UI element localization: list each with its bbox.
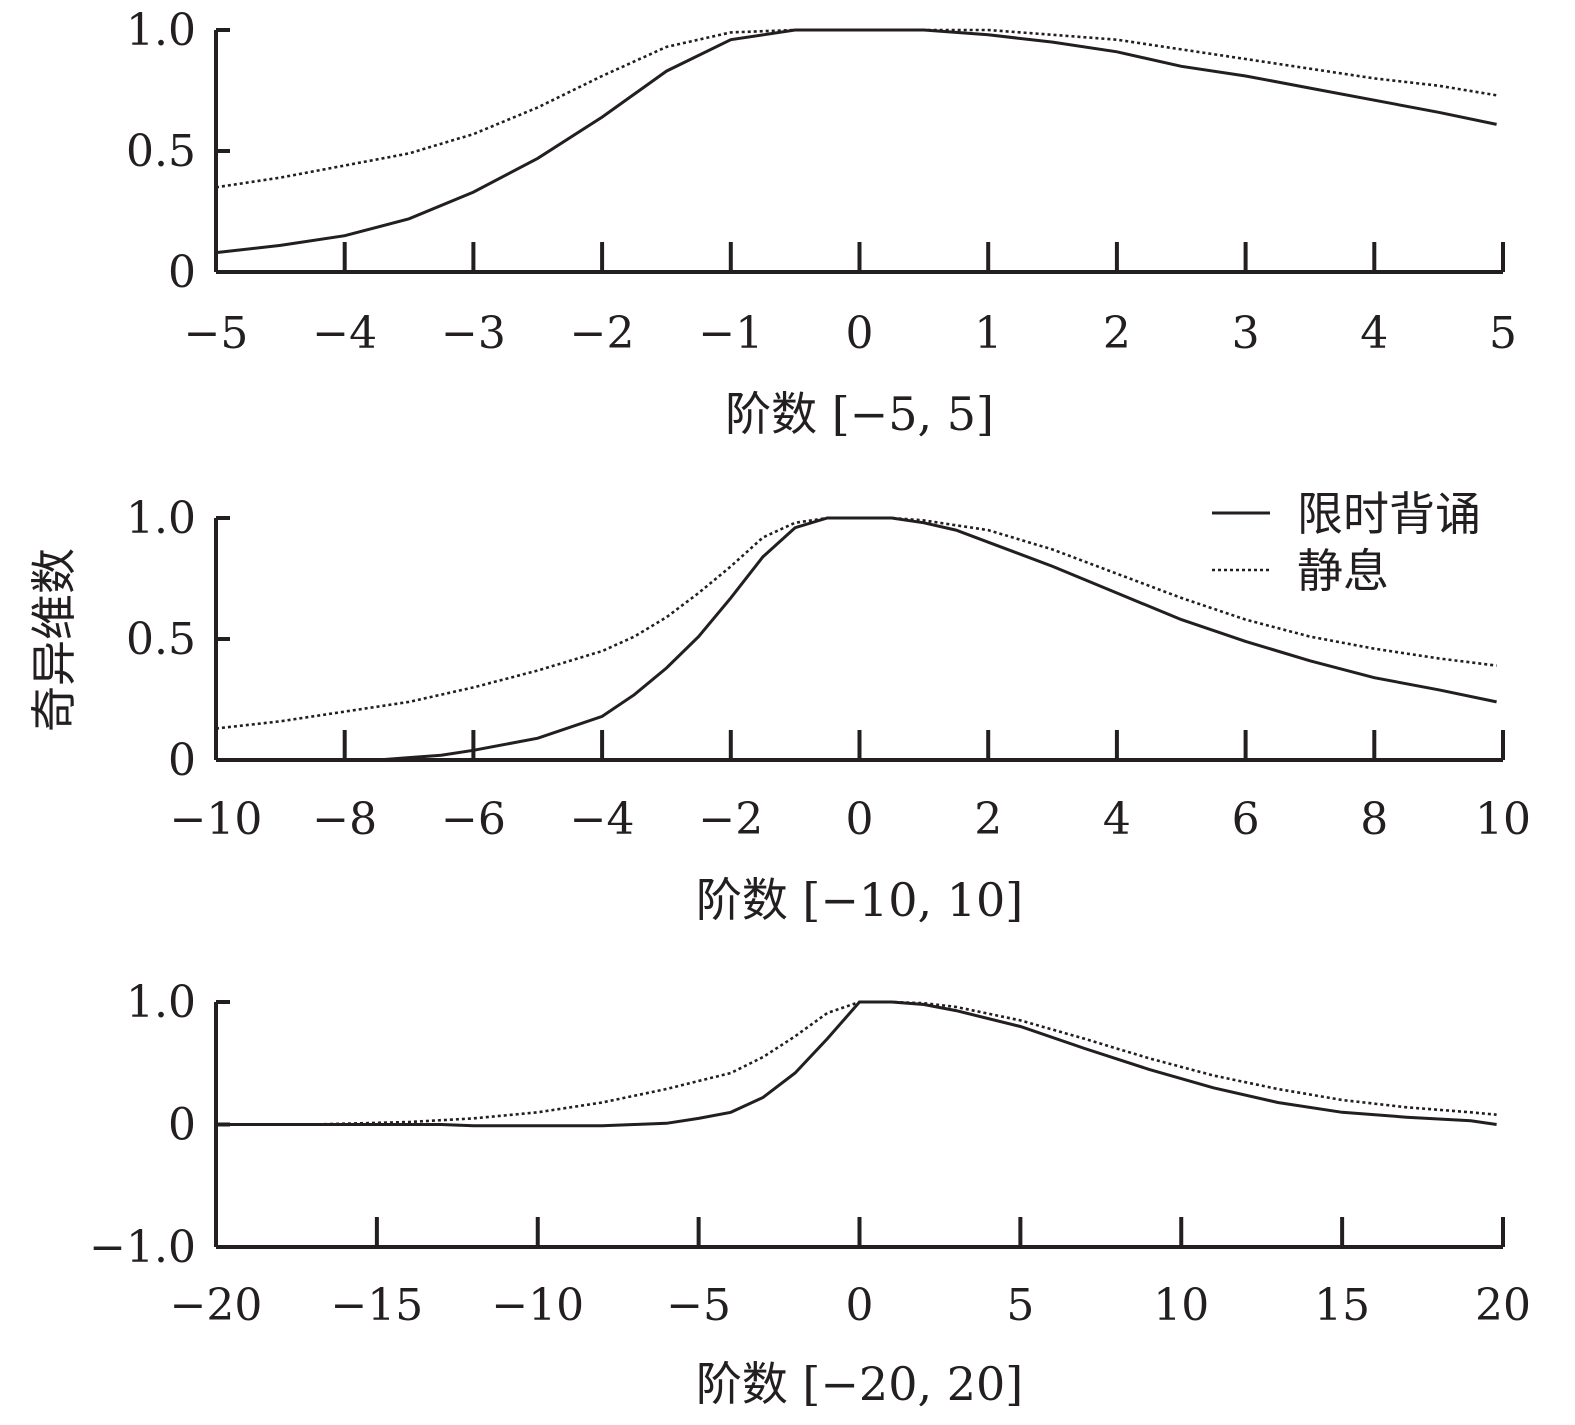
y-tick-label: −1.0 (89, 1222, 196, 1273)
x-tick-label: 4 (1360, 308, 1388, 359)
x-tick-label: 15 (1314, 1280, 1370, 1331)
series-line-timed-recitation (216, 1000, 1497, 1128)
y-tick-label: 0.5 (126, 614, 196, 665)
x-tick-label: −2 (698, 794, 763, 845)
legend-label-0: 限时背诵 (1297, 487, 1481, 541)
x-tick-label: 1 (974, 308, 1002, 359)
x-axis-title: 阶数 [−10, 10] (696, 873, 1023, 927)
x-tick-label: −6 (441, 794, 506, 845)
x-tick-label: −10 (170, 794, 263, 845)
y-tick-label: 1.0 (126, 493, 196, 544)
series-line-timed-recitation (215, 28, 1497, 255)
y-tick-label: 0 (168, 247, 196, 298)
x-tick-label: −4 (312, 308, 377, 359)
series-line-resting (215, 28, 1497, 189)
chart-panel-1: 0 0.5 1.0 −5 −4 −3 −2 −1 0 1 2 3 4 5 阶数 [−5, 5] (126, 5, 1517, 441)
y-tick-label: 1.0 (126, 977, 196, 1028)
x-tick-label: 4 (1103, 794, 1131, 845)
x-tick-label: −4 (570, 794, 635, 845)
legend: 限时背诵 静息 (1212, 487, 1481, 598)
series-line-resting (215, 516, 1497, 730)
series-line-timed-recitation (216, 516, 1497, 762)
chart-panel-2: 0 0.5 1.0 −10 −8 −6 −4 −2 0 2 4 6 8 10 阶数 [−10, 10] (126, 493, 1531, 927)
y-axis-title: 奇异维数 (27, 548, 81, 732)
y-tick-label: 0 (168, 735, 196, 786)
x-tick-label: 5 (1489, 308, 1517, 359)
x-tick-label: −15 (330, 1280, 423, 1331)
x-tick-label: 2 (974, 794, 1002, 845)
x-tick-label: 20 (1475, 1280, 1531, 1331)
x-tick-label: −1 (698, 308, 763, 359)
x-tick-label: 5 (1006, 1280, 1034, 1331)
x-tick-label: −20 (170, 1280, 263, 1331)
x-tick-label: −5 (666, 1280, 731, 1331)
x-tick-label: 0 (846, 308, 874, 359)
y-tick-label: 1.0 (126, 5, 196, 56)
x-tick-label: 8 (1360, 794, 1388, 845)
legend-label-1: 静息 (1297, 544, 1389, 598)
x-axis-title: 阶数 [−20, 20] (696, 1357, 1023, 1411)
x-tick-label: 10 (1475, 794, 1531, 845)
x-tick-label: −10 (491, 1280, 584, 1331)
x-tick-label: 0 (846, 1280, 874, 1331)
x-tick-label: 0 (846, 794, 874, 845)
x-tick-label: −2 (570, 308, 635, 359)
x-tick-label: 2 (1103, 308, 1131, 359)
chart-panel-3: −1.0 0 1.0 −20 −15 −10 −5 0 5 10 15 20 阶数 [−20, 20] (89, 977, 1531, 1411)
x-tick-label: −5 (184, 308, 249, 359)
y-tick-label: 0 (168, 1100, 196, 1151)
x-tick-label: 10 (1153, 1280, 1209, 1331)
y-tick-label: 0.5 (126, 126, 196, 177)
x-axis-title: 阶数 [−5, 5] (725, 387, 994, 441)
x-tick-label: −3 (441, 308, 506, 359)
x-tick-label: 6 (1232, 794, 1260, 845)
x-tick-label: 3 (1232, 308, 1260, 359)
x-tick-label: −8 (312, 794, 377, 845)
